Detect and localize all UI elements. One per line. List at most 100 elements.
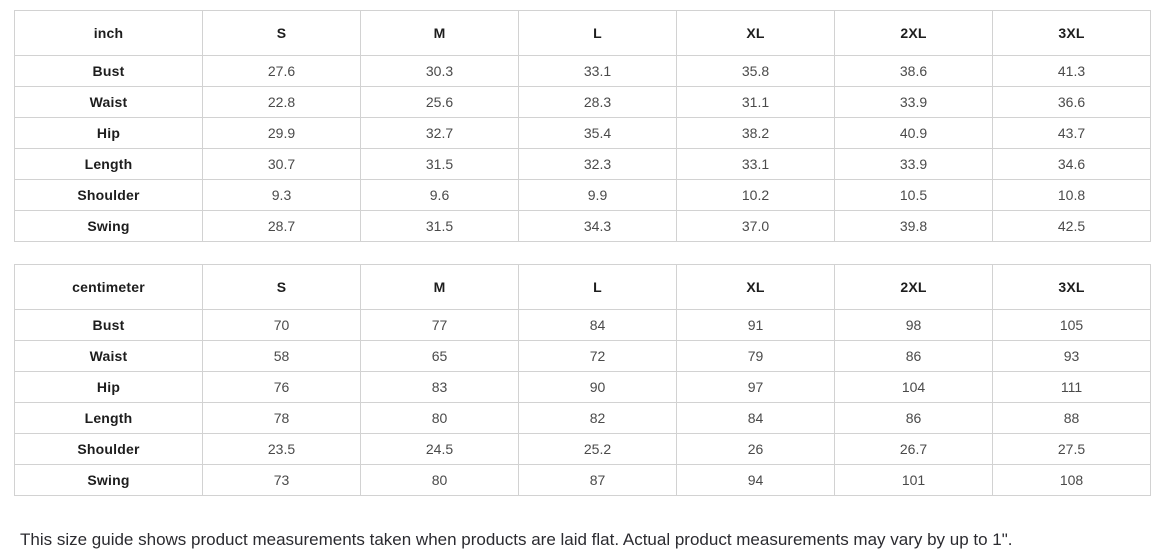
table-row: Waist 22.8 25.6 28.3 31.1 33.9 36.6 (14, 86, 1151, 118)
size-table-inch-body: Bust 27.6 30.3 33.1 35.8 38.6 41.3 Waist 22.8 25.… (14, 55, 1151, 242)
measurement-value: 97 (676, 371, 835, 403)
size-guide-footnote: This size guide shows product measuremen… (20, 530, 1013, 549)
measurement-value: 24.5 (360, 433, 519, 465)
measurement-label-hip: Hip (14, 117, 203, 149)
size-header-l: L (518, 10, 677, 56)
measurement-value: 33.1 (518, 55, 677, 87)
measurement-value: 9.9 (518, 179, 677, 211)
measurement-value: 33.1 (676, 148, 835, 180)
measurement-value: 88 (992, 402, 1151, 434)
measurement-value: 9.3 (202, 179, 361, 211)
measurement-value: 82 (518, 402, 677, 434)
measurement-value: 9.6 (360, 179, 519, 211)
measurement-label-waist: Waist (14, 86, 203, 118)
measurement-value: 65 (360, 340, 519, 372)
measurement-value: 73 (202, 464, 361, 496)
measurement-value: 34.3 (518, 210, 677, 242)
table-row: Swing 28.7 31.5 34.3 37.0 39.8 42.5 (14, 210, 1151, 242)
measurement-value: 39.8 (834, 210, 993, 242)
table-row: Hip 29.9 32.7 35.4 38.2 40.9 43.7 (14, 117, 1151, 149)
measurement-value: 93 (992, 340, 1151, 372)
measurement-value: 28.7 (202, 210, 361, 242)
measurement-value: 27.5 (992, 433, 1151, 465)
measurement-value: 84 (676, 402, 835, 434)
measurement-label-hip: Hip (14, 371, 203, 403)
measurement-label-length: Length (14, 148, 203, 180)
size-header-xl: XL (676, 10, 835, 56)
measurement-value: 43.7 (992, 117, 1151, 149)
size-header-s: S (202, 10, 361, 56)
size-header-m: M (360, 10, 519, 56)
measurement-value: 77 (360, 309, 519, 341)
size-header-3xl: 3XL (992, 10, 1151, 56)
size-table-inch-head: inch S M L XL 2XL 3XL (14, 10, 1151, 56)
measurement-value: 35.8 (676, 55, 835, 87)
measurement-label-swing: Swing (14, 464, 203, 496)
measurement-label-shoulder: Shoulder (14, 179, 203, 211)
measurement-value: 70 (202, 309, 361, 341)
table-row: Bust 70 77 84 91 98 105 (14, 309, 1151, 341)
measurement-value: 38.2 (676, 117, 835, 149)
measurement-value: 33.9 (834, 86, 993, 118)
unit-header-centimeter: centimeter (14, 264, 203, 310)
size-header-2xl: 2XL (834, 264, 993, 310)
measurement-value: 37.0 (676, 210, 835, 242)
measurement-value: 94 (676, 464, 835, 496)
table-row: Swing 73 80 87 94 101 108 (14, 464, 1151, 496)
measurement-value: 31.1 (676, 86, 835, 118)
measurement-value: 91 (676, 309, 835, 341)
measurement-value: 26 (676, 433, 835, 465)
table-row: Shoulder 9.3 9.6 9.9 10.2 10.5 10.8 (14, 179, 1151, 211)
measurement-value: 32.3 (518, 148, 677, 180)
measurement-value: 80 (360, 464, 519, 496)
measurement-value: 98 (834, 309, 993, 341)
measurement-label-shoulder: Shoulder (14, 433, 203, 465)
measurement-label-bust: Bust (14, 309, 203, 341)
measurement-value: 33.9 (834, 148, 993, 180)
measurement-value: 80 (360, 402, 519, 434)
measurement-value: 31.5 (360, 148, 519, 180)
measurement-value: 38.6 (834, 55, 993, 87)
measurement-value: 40.9 (834, 117, 993, 149)
measurement-value: 30.7 (202, 148, 361, 180)
measurement-value: 86 (834, 340, 993, 372)
table-row: Waist 58 65 72 79 86 93 (14, 340, 1151, 372)
measurement-value: 10.8 (992, 179, 1151, 211)
size-table-centimeter: centimeter S M L XL 2XL 3XL Bust 70 77 84 91 98 105 W… (14, 264, 1151, 496)
table-row: Length 30.7 31.5 32.3 33.1 33.9 34.6 (14, 148, 1151, 180)
measurement-value: 36.6 (992, 86, 1151, 118)
measurement-value: 86 (834, 402, 993, 434)
measurement-value: 29.9 (202, 117, 361, 149)
size-header-m: M (360, 264, 519, 310)
measurement-value: 101 (834, 464, 993, 496)
header-row: centimeter S M L XL 2XL 3XL (14, 264, 1151, 310)
measurement-value: 111 (992, 371, 1151, 403)
measurement-value: 25.2 (518, 433, 677, 465)
header-row: inch S M L XL 2XL 3XL (14, 10, 1151, 56)
size-header-2xl: 2XL (834, 10, 993, 56)
measurement-value: 79 (676, 340, 835, 372)
table-row: Bust 27.6 30.3 33.1 35.8 38.6 41.3 (14, 55, 1151, 87)
measurement-value: 41.3 (992, 55, 1151, 87)
measurement-value: 22.8 (202, 86, 361, 118)
measurement-value: 104 (834, 371, 993, 403)
measurement-label-waist: Waist (14, 340, 203, 372)
measurement-value: 31.5 (360, 210, 519, 242)
size-header-3xl: 3XL (992, 264, 1151, 310)
measurement-value: 23.5 (202, 433, 361, 465)
measurement-label-swing: Swing (14, 210, 203, 242)
measurement-value: 105 (992, 309, 1151, 341)
measurement-value: 10.5 (834, 179, 993, 211)
measurement-value: 26.7 (834, 433, 993, 465)
measurement-label-length: Length (14, 402, 203, 434)
size-table-inch: inch S M L XL 2XL 3XL Bust 27.6 30.3 33.1 35.8 38.6… (14, 10, 1151, 242)
size-table-centimeter-body: Bust 70 77 84 91 98 105 Waist 58 65 72 79 86 93 Hip 76 8… (14, 309, 1151, 496)
measurement-value: 30.3 (360, 55, 519, 87)
measurement-value: 90 (518, 371, 677, 403)
size-header-l: L (518, 264, 677, 310)
unit-header-inch: inch (14, 10, 203, 56)
measurement-value: 34.6 (992, 148, 1151, 180)
measurement-value: 27.6 (202, 55, 361, 87)
measurement-value: 76 (202, 371, 361, 403)
